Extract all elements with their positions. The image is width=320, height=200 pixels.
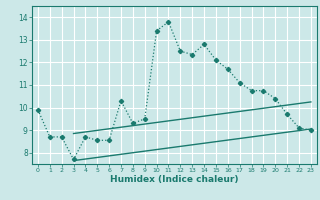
X-axis label: Humidex (Indice chaleur): Humidex (Indice chaleur): [110, 175, 239, 184]
